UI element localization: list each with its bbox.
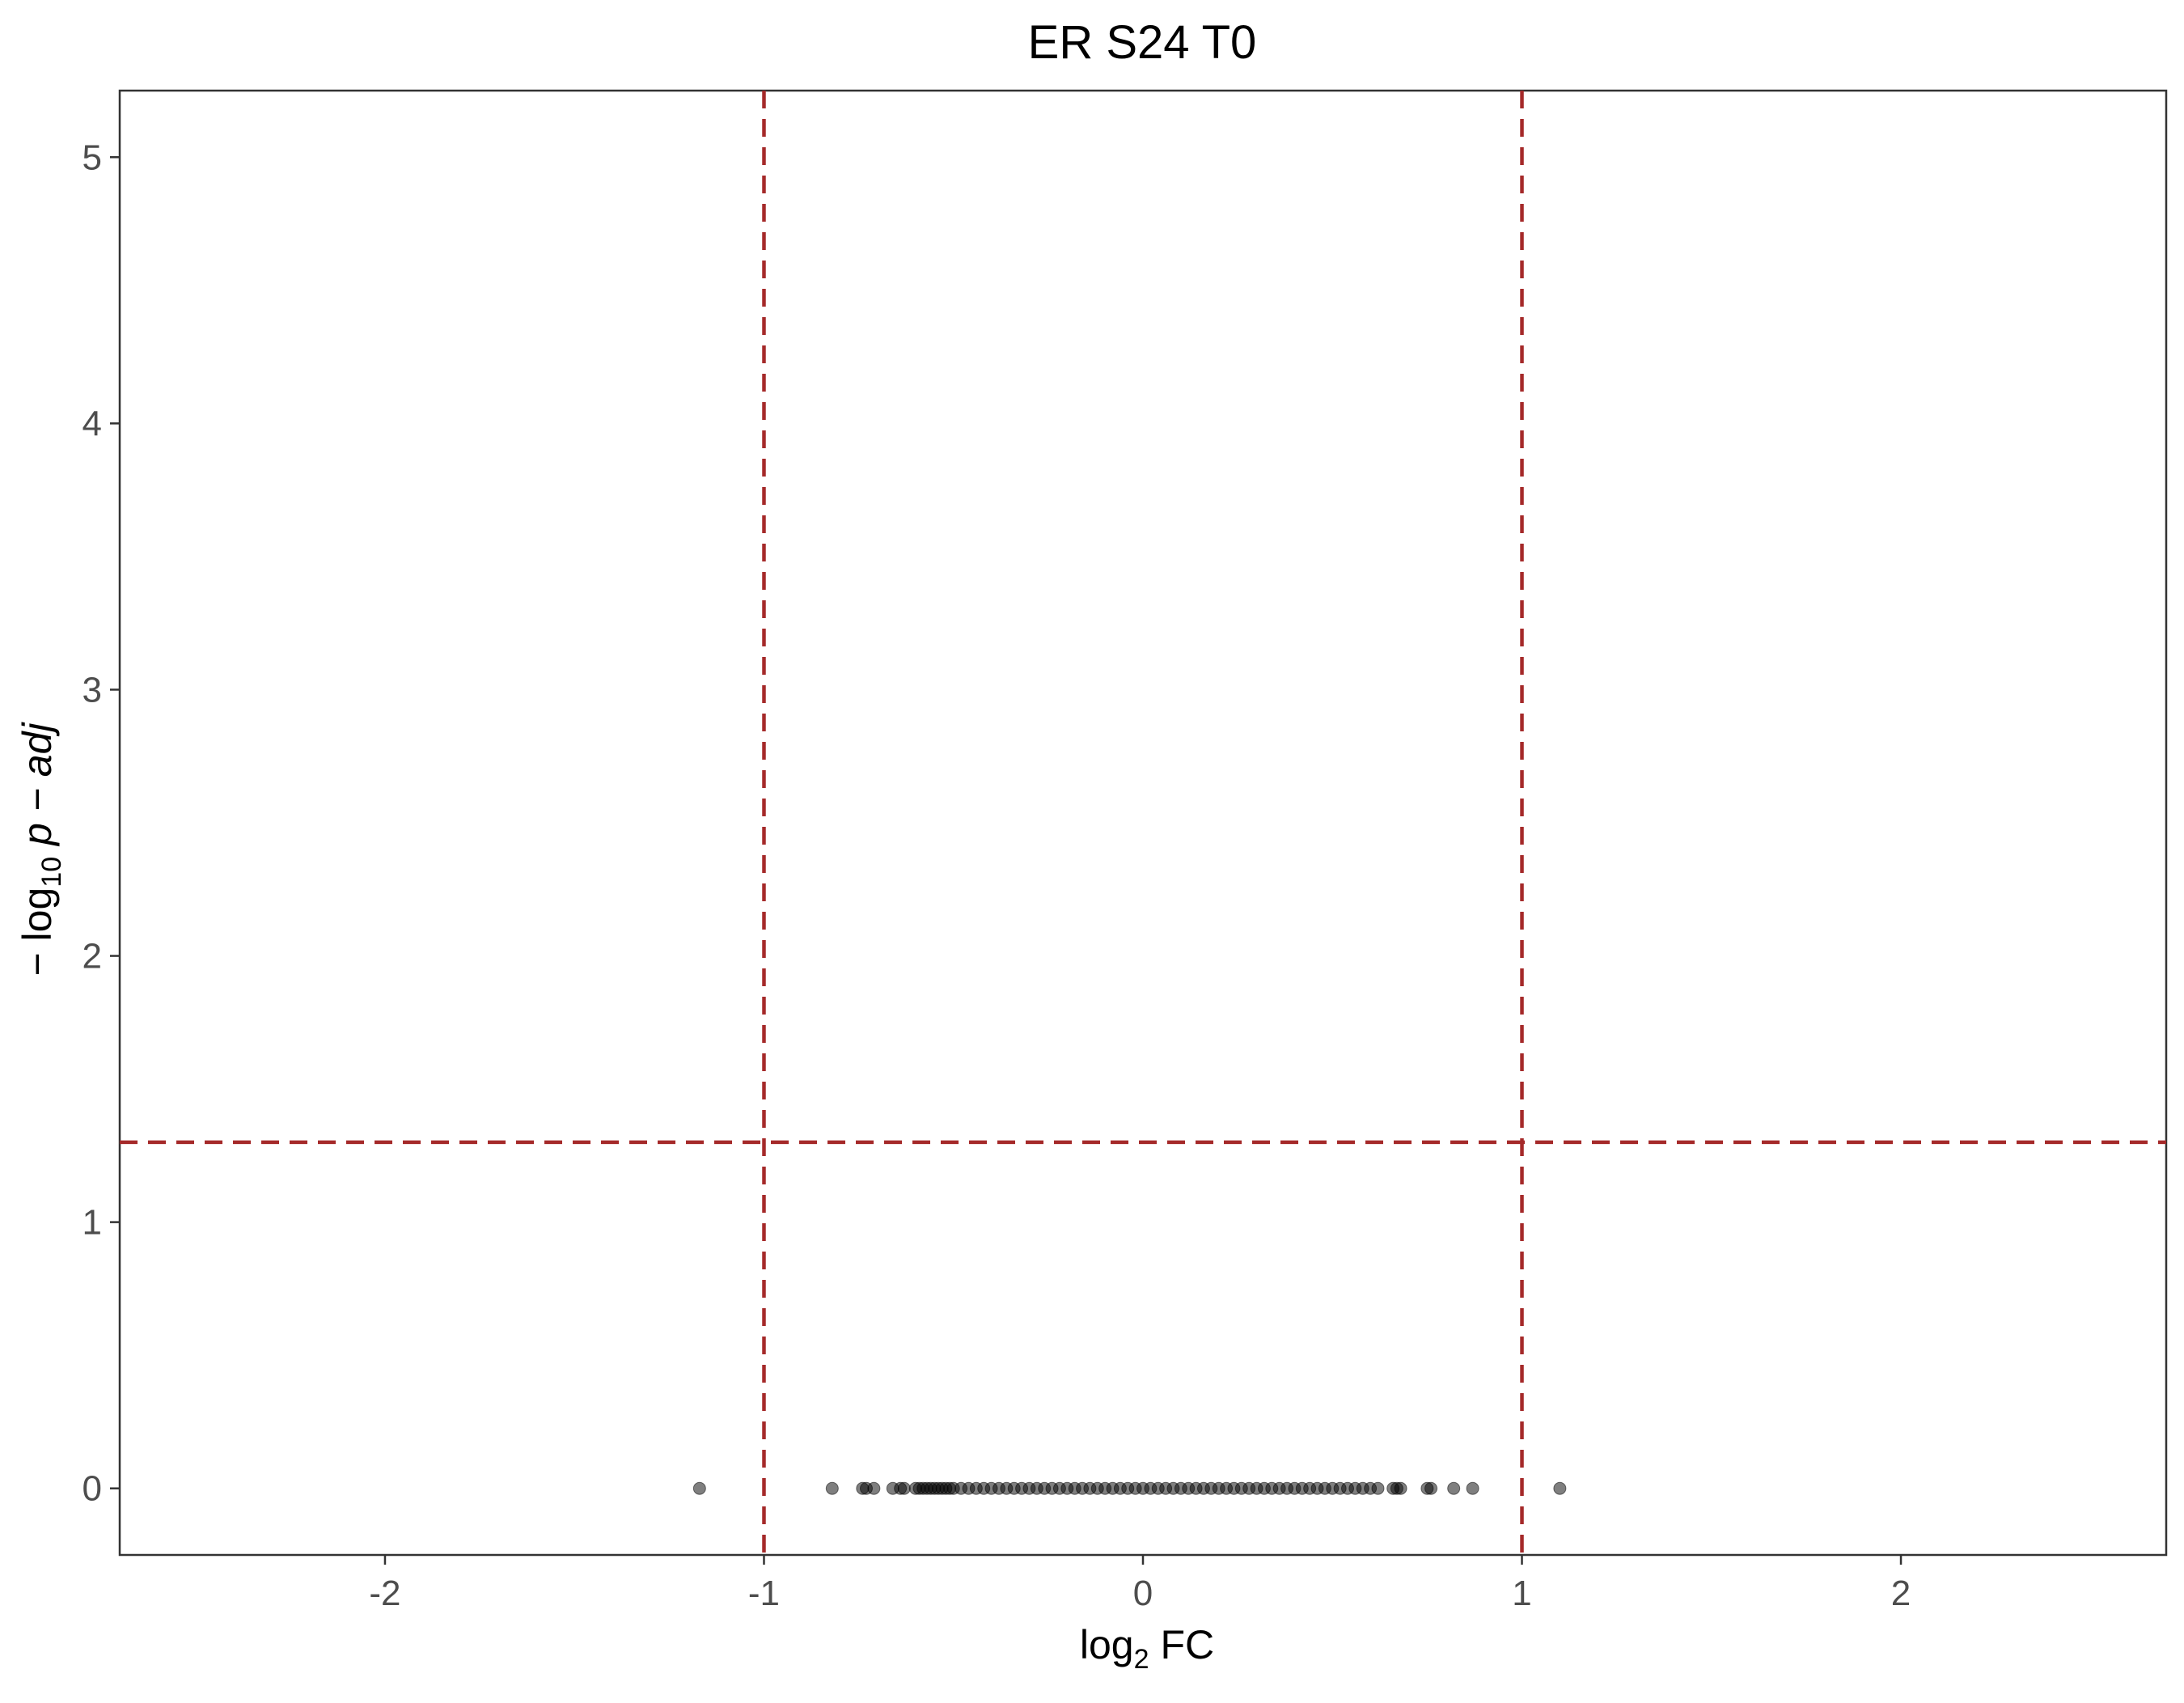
x-axis-title-subscript: 2 [1134,1644,1149,1675]
x-tick-label: -2 [369,1574,400,1613]
data-points [692,1481,1567,1495]
x-axis-title-suffix: FC [1149,1622,1215,1667]
x-tick-label: -1 [748,1574,780,1613]
y-tick-label: 0 [83,1469,102,1509]
y-axis: 0 1 2 3 4 5 [83,138,120,1509]
y-axis-title-italic: p − adj [15,722,60,857]
data-point [692,1481,706,1495]
data-point [1424,1481,1438,1495]
data-point [1447,1481,1461,1495]
y-tick-label: 4 [83,404,102,443]
y-tick-label: 1 [83,1203,102,1243]
x-axis: -2 -1 0 1 2 [369,1555,1911,1613]
threshold-lines [120,91,2166,1555]
x-tick-label: 2 [1891,1574,1911,1613]
data-point [867,1481,881,1495]
data-point [1553,1481,1567,1495]
y-axis-title-prefix: − log [15,888,60,976]
y-tick-label: 5 [83,138,102,177]
y-axis-title-subscript: 10 [36,857,67,888]
x-axis-title-base: log [1080,1622,1134,1667]
chart-title: ER S24 T0 [1028,16,1257,69]
x-axis-title: log2 FC [1080,1622,1214,1675]
data-point [825,1481,839,1495]
data-point [897,1481,911,1495]
y-axis-title: − log10 p − adj [15,722,67,976]
y-tick-label: 2 [83,937,102,976]
y-tick-label: 3 [83,670,102,710]
data-point [1371,1481,1385,1495]
data-point [1466,1481,1479,1495]
data-point [1394,1481,1407,1495]
x-tick-label: 0 [1133,1574,1153,1613]
x-tick-label: 1 [1512,1574,1531,1613]
